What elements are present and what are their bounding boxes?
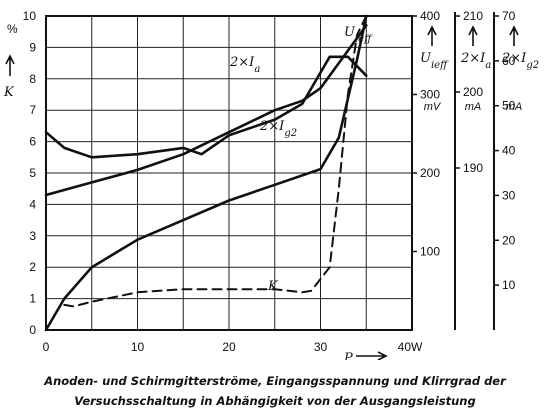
ia-tick-label: 190 bbox=[463, 161, 483, 175]
series-2-i-g2 bbox=[44, 24, 368, 197]
k-tick-label: 0 bbox=[29, 323, 36, 337]
k-tick-label: 2 bbox=[29, 260, 36, 274]
ig2-unit-label: mA bbox=[506, 101, 523, 113]
ueff-arrow-icon bbox=[427, 25, 437, 46]
ig2-tick-label: 20 bbox=[502, 233, 516, 247]
grid bbox=[46, 16, 412, 330]
x-tick-label: 20 bbox=[222, 340, 236, 354]
k-axis-label: K bbox=[3, 85, 15, 100]
series-k bbox=[63, 15, 368, 308]
ia-arrow-icon bbox=[468, 25, 478, 46]
x-tick-label: 40W bbox=[398, 340, 423, 354]
x-tick-label: 10 bbox=[131, 340, 145, 354]
k-tick-label: 3 bbox=[29, 229, 36, 243]
series-label-k: K bbox=[267, 279, 279, 294]
k-unit-label: % bbox=[7, 22, 18, 36]
caption-line-1: Anoden- und Schirmgitterströme, Eingangs… bbox=[44, 374, 506, 388]
k-arrow-icon bbox=[5, 54, 15, 76]
k-tick-label: 5 bbox=[29, 166, 36, 180]
k-tick-label: 8 bbox=[29, 72, 36, 86]
ig2-tick-label: 10 bbox=[502, 278, 516, 292]
ig2-arrow-icon bbox=[509, 25, 519, 46]
series-label-ueff: Uieff bbox=[344, 25, 373, 45]
series-lines bbox=[44, 14, 368, 332]
series-2-i-a bbox=[44, 55, 368, 159]
series-label-ia: 2×Ia bbox=[229, 55, 260, 75]
ia-tick-label: 210 bbox=[463, 9, 483, 23]
x-axis-label: P bbox=[343, 351, 353, 360]
k-tick-label: 7 bbox=[29, 103, 36, 117]
ueff-tick-label: 200 bbox=[420, 166, 440, 180]
x-tick-label: 0 bbox=[43, 340, 50, 354]
x-arrow-icon bbox=[356, 351, 388, 360]
caption-line-2: Versuchsschaltung in Abhängigkeit von de… bbox=[74, 394, 476, 408]
k-tick-label: 10 bbox=[23, 9, 37, 23]
ueff-tick-label: 300 bbox=[420, 88, 440, 102]
ueff-axis-label: Uieff bbox=[420, 51, 449, 71]
ig2-tick-label: 50 bbox=[502, 99, 516, 113]
x-tick-label: 30 bbox=[314, 340, 328, 354]
ueff-unit-label: mV bbox=[424, 101, 442, 113]
ig2-tick-label: 60 bbox=[502, 54, 516, 68]
series-label-ig2: 2×Ig2 bbox=[259, 119, 297, 139]
ia-unit-label: mA bbox=[465, 101, 482, 113]
ia-tick-label: 200 bbox=[463, 85, 483, 99]
series-u-ieff bbox=[44, 14, 368, 332]
k-tick-label: 9 bbox=[29, 40, 36, 54]
ig2-tick-label: 30 bbox=[502, 188, 516, 202]
ueff-tick-label: 400 bbox=[420, 9, 440, 23]
ig2-tick-label: 70 bbox=[502, 9, 516, 23]
ueff-tick-label: 100 bbox=[420, 245, 440, 259]
k-tick-label: 6 bbox=[29, 135, 36, 149]
right-axes bbox=[412, 12, 499, 330]
k-tick-label: 4 bbox=[29, 197, 36, 211]
ia-axis-label: 2×Ia bbox=[460, 51, 491, 71]
k-tick-label: 1 bbox=[29, 292, 36, 306]
ig2-tick-label: 40 bbox=[502, 144, 516, 158]
